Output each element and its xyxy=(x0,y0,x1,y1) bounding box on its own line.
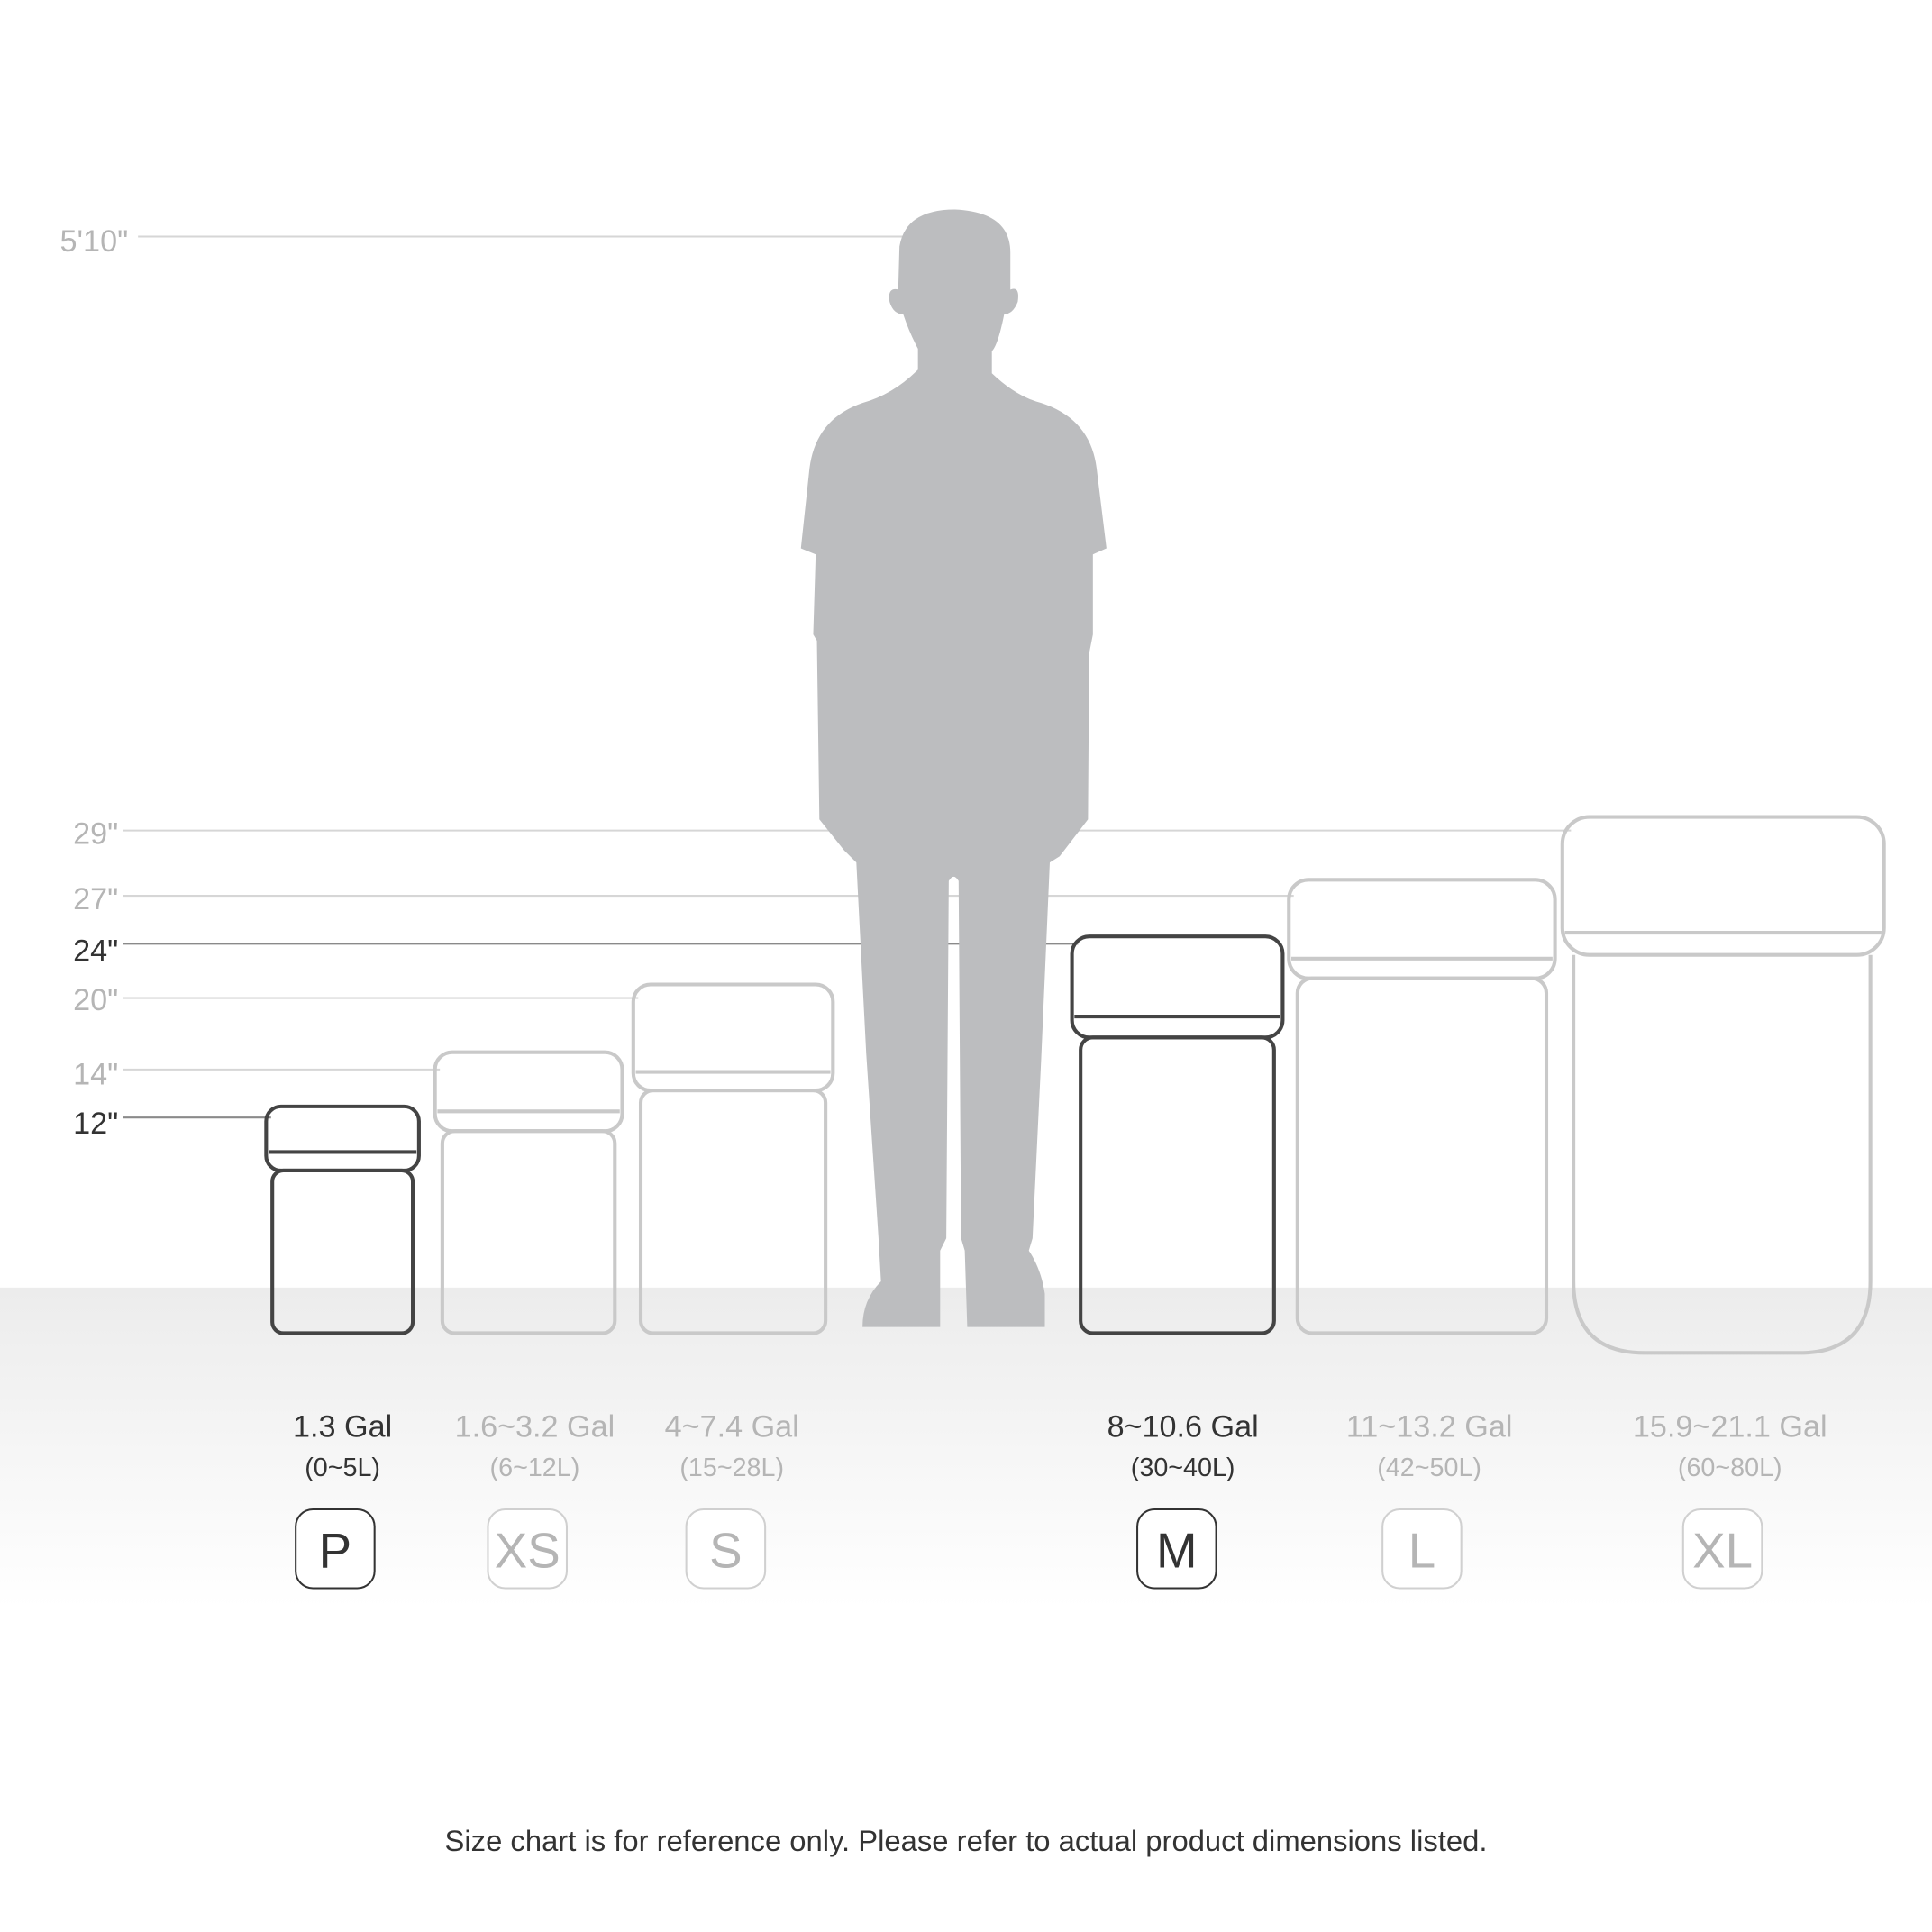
person-silhouette-icon xyxy=(800,209,1107,1327)
size-letter: S xyxy=(709,1522,742,1578)
height-label: 29" xyxy=(73,817,118,852)
height-label: 5'10" xyxy=(60,224,129,259)
size-badge-xs: XS xyxy=(487,1508,569,1590)
gallons-label: 4~7.4 Gal xyxy=(665,1409,799,1444)
gallons-label: 8~10.6 Gal xyxy=(1107,1409,1259,1444)
bin-p xyxy=(264,1104,421,1335)
liters-label: (60~80L) xyxy=(1678,1454,1782,1482)
size-badge-l: L xyxy=(1381,1508,1463,1590)
liters-label: (30~40L) xyxy=(1131,1454,1235,1482)
gallons-label: 1.3 Gal xyxy=(293,1409,392,1444)
size-badge-s: S xyxy=(685,1508,767,1590)
liters-label: (15~28L) xyxy=(679,1454,784,1482)
size-labels: 1.3 Gal (0~5L) 1.6~3.2 Gal (6~12L) 4~7.4… xyxy=(293,1409,1827,1482)
height-label: 14" xyxy=(73,1057,118,1091)
height-label: 27" xyxy=(73,882,118,916)
bin-s xyxy=(631,982,835,1335)
bin-l xyxy=(1287,878,1557,1335)
floor xyxy=(0,1287,1932,1608)
height-label: 20" xyxy=(73,983,118,1017)
bin-xs xyxy=(433,1050,624,1335)
gallons-label: 1.6~3.2 Gal xyxy=(455,1409,615,1444)
size-letter: M xyxy=(1156,1522,1198,1578)
size-badge-m: M xyxy=(1136,1508,1217,1590)
liters-label: (0~5L) xyxy=(305,1454,380,1482)
gallons-label: 11~13.2 Gal xyxy=(1346,1409,1513,1444)
height-label: 24" xyxy=(73,934,118,969)
gallons-label: 15.9~21.1 Gal xyxy=(1633,1409,1827,1444)
bin-xl xyxy=(1560,815,1886,1355)
bin-m xyxy=(1070,934,1285,1335)
footer-disclaimer: Size chart is for reference only. Please… xyxy=(445,1824,1488,1857)
size-letter: XL xyxy=(1692,1522,1753,1578)
size-badge-xl: XL xyxy=(1681,1508,1763,1590)
size-badge-p: P xyxy=(295,1508,376,1590)
height-lines xyxy=(123,235,1572,1119)
size-letter: P xyxy=(319,1522,351,1578)
liters-label: (6~12L) xyxy=(490,1454,580,1482)
height-label: 12" xyxy=(73,1107,118,1141)
size-letter: L xyxy=(1408,1522,1435,1578)
liters-label: (42~50L) xyxy=(1377,1454,1481,1482)
size-letter: XS xyxy=(495,1522,560,1578)
